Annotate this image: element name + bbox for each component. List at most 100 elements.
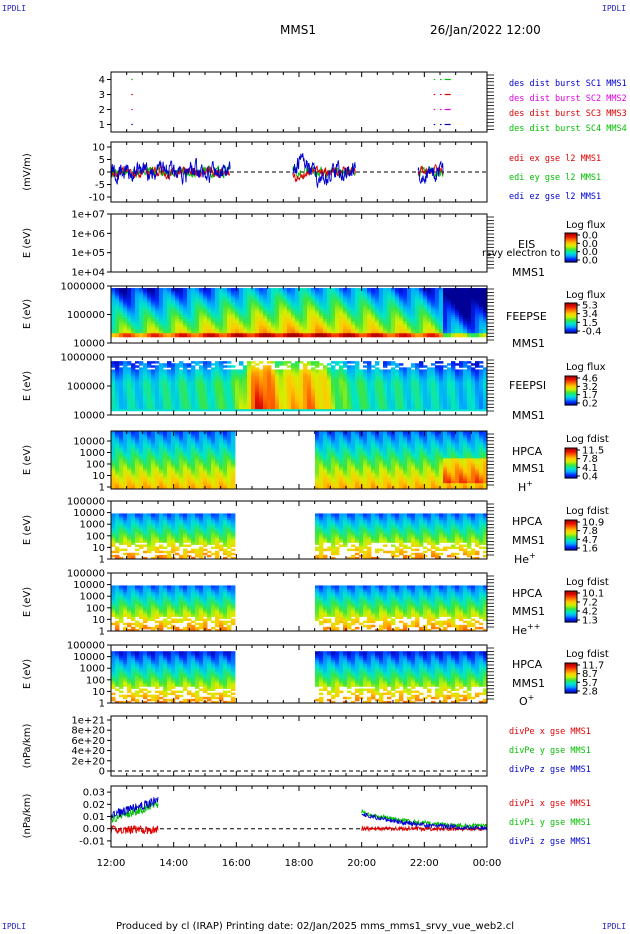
feepsi-heatmap-cell [427, 398, 432, 401]
feepsi-heatmap-cell [199, 379, 204, 383]
feepsi-heatmap-cell [347, 390, 352, 393]
feepse-heatmap-cell [379, 288, 384, 291]
feepse-heatmap-cell [383, 328, 388, 332]
feepsi-heatmap-cell [151, 379, 156, 383]
feepsi-heatmap-cell [135, 404, 140, 408]
feepse-heatmap-cell [423, 318, 428, 322]
feepse-heatmap-cell [239, 308, 244, 311]
feepsi-heatmap-cell [391, 408, 396, 412]
feepse-heatmap-cell [335, 326, 340, 330]
feepse-heatmap-cell [307, 318, 312, 322]
feepse-heatmap-cell [347, 294, 352, 297]
feepsi-heatmap-cell [111, 392, 116, 395]
feepse-heatmap-cell [207, 288, 212, 291]
feepse-heatmap-cell [311, 288, 316, 291]
feepse-heatmap-cell [295, 294, 300, 297]
feepsi-heatmap-cell [439, 400, 444, 403]
feepse-heatmap-cell [143, 302, 148, 305]
feepse-heatmap-cell [379, 318, 384, 322]
feepsi-heatmap-cell [327, 375, 332, 379]
feepsi-heatmap-cell [427, 388, 432, 391]
feepsi-heatmap-cell [111, 361, 116, 364]
feepsi-heatmap-cell [363, 408, 368, 412]
feepse-heatmap-cell [143, 314, 148, 317]
feepse-heatmap-cell [235, 326, 240, 330]
feepsi-heatmap-cell [371, 408, 376, 412]
feepse-heatmap-cell [207, 330, 212, 334]
feepsi-heatmap-cell [163, 406, 168, 410]
feepsi-colorbar-tick-label: 1.7 [582, 390, 598, 401]
eis-colorbar-cell [565, 242, 577, 245]
feepse-heatmap-cell [151, 332, 156, 336]
feepse-heatmap-cell [303, 332, 308, 336]
feepse-heatmap-cell [143, 332, 148, 336]
feepsi-heatmap-cell [227, 408, 232, 412]
feepsi-heatmap-cell [475, 406, 480, 410]
feepse-heatmap-cell [439, 306, 444, 309]
feepse-heatmap-cell [447, 328, 452, 332]
feepsi-heatmap-cell [463, 371, 468, 374]
feepsi-heatmap-cell [243, 386, 248, 389]
feepse-heatmap-cell [259, 288, 264, 291]
feepse-heatmap-cell [339, 314, 344, 317]
feepsi-heatmap-cell [399, 402, 404, 406]
feepse-heatmap-cell [159, 296, 164, 299]
feepse-heatmap-cell [219, 334, 224, 338]
feepse-heatmap-cell [199, 290, 204, 293]
eis-ylabel: E (eV) [22, 228, 33, 258]
feepsi-heatmap-cell [403, 367, 408, 370]
feepse-heatmap-cell [435, 318, 440, 322]
feepse-heatmap-cell [183, 316, 188, 319]
hpca-h-heatmap-cell [119, 441, 124, 444]
feepse-heatmap-cell [247, 330, 252, 334]
feepse-heatmap-cell [375, 322, 380, 326]
feepse-heatmap-cell [235, 306, 240, 309]
hpca-h-heatmap-cell [111, 445, 116, 448]
feepsi-heatmap-cell [167, 371, 172, 374]
feepse-heatmap-cell [243, 294, 248, 297]
feepsi-heatmap-cell [279, 371, 284, 374]
feepsi-heatmap-cell [159, 371, 164, 374]
feepse-heatmap-cell [263, 326, 268, 330]
feepsi-heatmap-cell [383, 408, 388, 412]
feepse-heatmap-cell [131, 328, 136, 332]
feepsi-heatmap-cell [179, 408, 184, 412]
feepsi-heatmap-cell [299, 394, 304, 397]
feepse-heatmap-cell [411, 292, 416, 295]
feepsi-heatmap-cell [435, 373, 440, 377]
feepse-heatmap-cell [371, 304, 376, 307]
feepsi-heatmap-cell [315, 388, 320, 391]
feepse-heatmap-cell [427, 328, 432, 332]
feepse-heatmap-cell [203, 300, 208, 303]
feepsi-heatmap-cell [243, 371, 248, 374]
feepse-heatmap-cell [471, 316, 476, 319]
feepsi-heatmap-cell [467, 404, 472, 408]
feepsi-heatmap-cell [339, 386, 344, 389]
feepsi-heatmap-cell [275, 375, 280, 379]
feepse-heatmap-cell [255, 302, 260, 305]
feepsi-heatmap-cell [391, 381, 396, 385]
feepsi-heatmap-cell [387, 371, 392, 374]
feepse-heatmap-cell [139, 310, 144, 313]
feepse-heatmap-cell [303, 324, 308, 328]
feepsi-heatmap-cell [387, 386, 392, 389]
feepse-heatmap-cell [407, 310, 412, 313]
feepse-heatmap-cell [159, 316, 164, 319]
feepse-heatmap-cell [195, 312, 200, 315]
feepse-heatmap-cell [219, 302, 224, 305]
feepsi-heatmap-cell [303, 396, 308, 399]
feepse-heatmap-cell [251, 310, 256, 313]
feepse-heatmap-cell [279, 334, 284, 338]
feepse-heatmap-cell [115, 324, 120, 328]
feepse-heatmap-cell [427, 296, 432, 299]
feepse-colorbar-cell [565, 319, 577, 321]
feepsi-heatmap-cell [387, 408, 392, 412]
feepse-heatmap-cell [219, 292, 224, 295]
hpca-h-heatmap-cell [111, 470, 116, 473]
feepse-heatmap-cell [291, 328, 296, 332]
feepse-heatmap-cell [123, 306, 128, 309]
feepse-heatmap-cell [447, 314, 452, 317]
feepsi-heatmap-cell [147, 379, 152, 383]
feepse-heatmap-cell [171, 318, 176, 322]
feepse-heatmap-cell [275, 308, 280, 311]
